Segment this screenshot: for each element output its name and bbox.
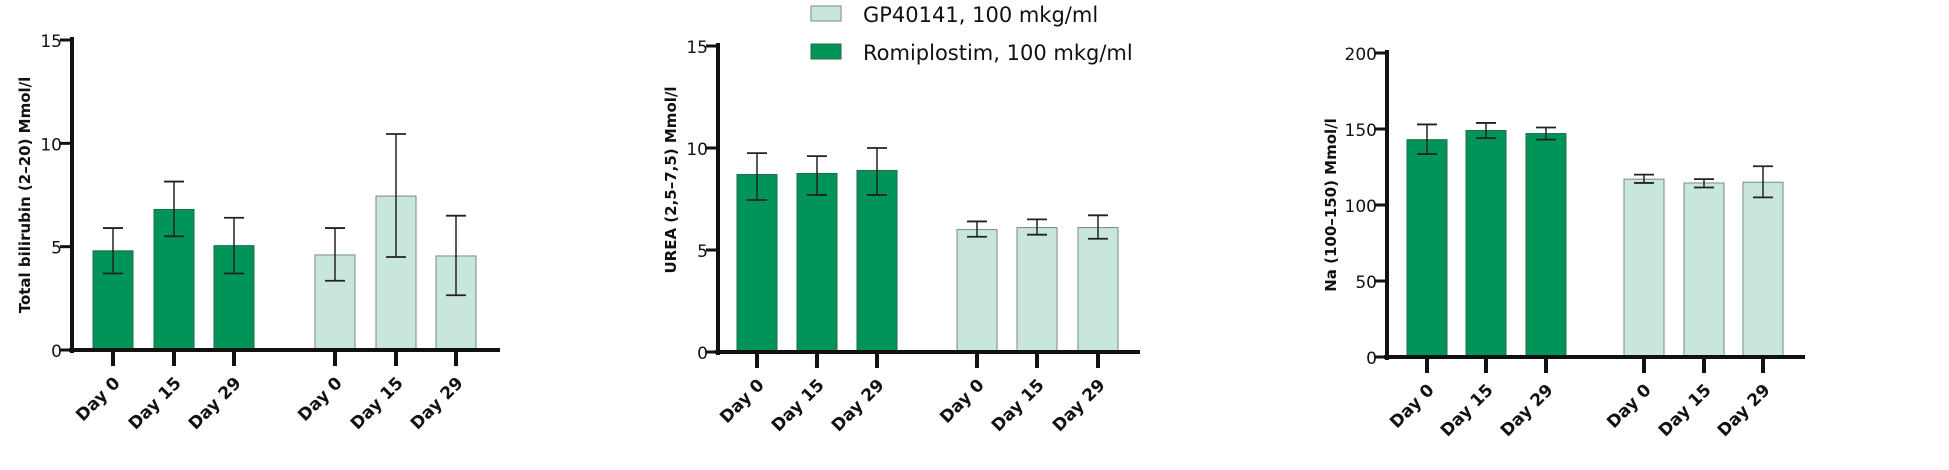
x-tick-label: Day 0 bbox=[716, 375, 768, 427]
x-tick-label: Day 29 bbox=[828, 375, 889, 436]
legend-label: GP40141, 100 mkg/ml bbox=[863, 3, 1098, 27]
bar bbox=[1465, 130, 1507, 358]
y-tick-label: 200 bbox=[1345, 45, 1377, 65]
x-tick-label: Day 15 bbox=[768, 375, 829, 436]
bar bbox=[736, 174, 778, 353]
bar bbox=[856, 169, 898, 353]
y-tick-label: 15 bbox=[686, 38, 708, 58]
bar bbox=[796, 173, 838, 353]
y-tick-label: 0 bbox=[1366, 349, 1377, 369]
y-tick-label: 10 bbox=[40, 135, 62, 155]
x-tick-label: Day 15 bbox=[988, 375, 1049, 436]
chart-panel-1: Day 0 Day 15 Day 29 Day 0 Day 15 Day 29051015… bbox=[16, 32, 500, 434]
bar bbox=[1742, 181, 1784, 358]
x-tick-label: Day 0 bbox=[936, 375, 988, 427]
bar bbox=[1623, 178, 1665, 358]
x-tick-label: Day 29 bbox=[1497, 380, 1558, 441]
x-tick-label: Day 29 bbox=[1714, 380, 1775, 441]
x-tick-label: Day 29 bbox=[1049, 375, 1110, 436]
x-tick-label: Day 0 bbox=[1603, 380, 1655, 432]
y-tick-label: 5 bbox=[697, 242, 708, 262]
y-tick-label: 0 bbox=[51, 342, 62, 362]
chart-panel-2: Day 0 Day 15 Day 29 Day 0 Day 15 Day 29051015… bbox=[662, 38, 1140, 436]
x-tick-label: Day 0 bbox=[294, 373, 346, 425]
y-tick-label: 50 bbox=[1355, 273, 1377, 293]
y-tick-label: 15 bbox=[40, 32, 62, 52]
x-tick-label: Day 0 bbox=[1386, 380, 1438, 432]
x-tick-label: Day 29 bbox=[407, 373, 468, 434]
y-tick-label: 0 bbox=[697, 344, 708, 364]
x-tick-label: Day 0 bbox=[72, 373, 124, 425]
x-tick-label: Day 15 bbox=[1655, 380, 1716, 441]
bar bbox=[1683, 182, 1725, 358]
x-tick-label: Day 15 bbox=[125, 373, 186, 434]
y-axis-label: UREA (2,5–7,5) Mmol/l bbox=[662, 86, 680, 273]
bar bbox=[1406, 139, 1448, 358]
y-axis-label: Na (100–150) Mmol/l bbox=[1322, 118, 1340, 292]
y-tick-label: 5 bbox=[51, 239, 62, 259]
y-axis-label: Total bilirubin (2–20) Mmol/l bbox=[16, 77, 34, 314]
legend-swatch bbox=[810, 43, 842, 60]
legend: GP40141, 100 mkg/ml Romiplostim, 100 mkg/… bbox=[810, 3, 1133, 65]
y-tick-label: 150 bbox=[1345, 121, 1377, 141]
bar bbox=[1077, 227, 1119, 353]
x-tick-label: Day 15 bbox=[1437, 380, 1498, 441]
legend-label: Romiplostim, 100 mkg/ml bbox=[863, 41, 1133, 65]
bar bbox=[956, 229, 998, 353]
bar bbox=[1016, 227, 1058, 353]
y-tick-label: 10 bbox=[686, 140, 708, 160]
y-tick-label: 100 bbox=[1345, 197, 1377, 217]
x-tick-label: Day 29 bbox=[185, 373, 246, 434]
legend-swatch bbox=[810, 5, 842, 22]
x-tick-label: Day 15 bbox=[347, 373, 408, 434]
bar bbox=[1525, 133, 1567, 358]
